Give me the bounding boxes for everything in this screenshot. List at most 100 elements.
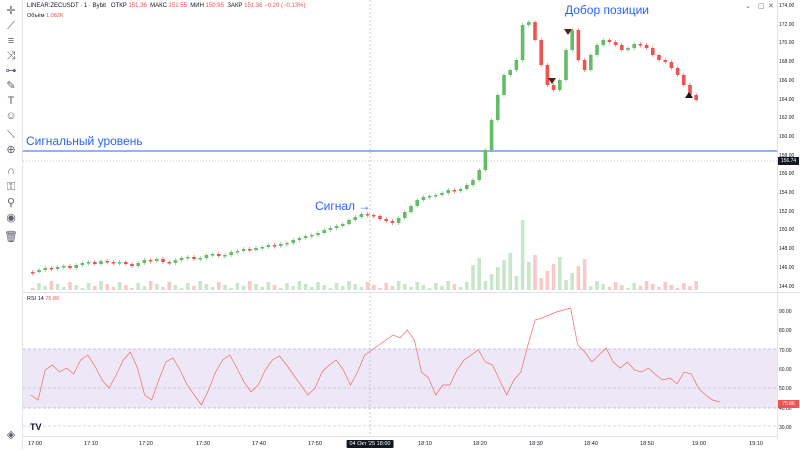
eye-icon[interactable]: ◉ bbox=[6, 212, 16, 224]
add-position-annotation: Добор позиции bbox=[565, 3, 650, 17]
price-tick: 172.00 bbox=[779, 21, 795, 28]
volume-bar bbox=[533, 255, 537, 290]
candle-body bbox=[378, 216, 382, 219]
candle-body bbox=[601, 40, 605, 45]
candle-body bbox=[465, 185, 469, 189]
trash-icon[interactable]: 🗑 bbox=[4, 231, 18, 243]
magnet-icon[interactable]: ∩ bbox=[7, 165, 15, 177]
emoji-icon[interactable]: ☺ bbox=[5, 110, 17, 122]
volume-bar bbox=[359, 287, 364, 290]
volume-bar bbox=[465, 282, 469, 290]
maximize-icon[interactable]: ▢ bbox=[758, 3, 765, 10]
volume-bar bbox=[310, 287, 314, 290]
candle-body bbox=[440, 193, 444, 195]
time-tick: 18:40 bbox=[584, 441, 598, 447]
sell-marker-2 bbox=[564, 29, 572, 35]
volume-legend[interactable]: Объём 1.082K bbox=[27, 13, 64, 19]
candle-body bbox=[589, 55, 593, 70]
candle-body bbox=[651, 48, 655, 55]
volume-label: Объём bbox=[27, 13, 45, 19]
candle-body bbox=[99, 261, 103, 264]
candle-body bbox=[489, 120, 494, 150]
volume-bar bbox=[632, 283, 636, 290]
pane-separator[interactable] bbox=[23, 292, 800, 293]
volume-bar bbox=[285, 283, 289, 290]
candle-body bbox=[533, 22, 537, 40]
text-icon[interactable]: T bbox=[7, 95, 15, 107]
high-label: МАКС bbox=[150, 3, 167, 9]
candle-body bbox=[173, 260, 178, 263]
candle-body bbox=[582, 60, 587, 70]
open-label: ОТКР bbox=[110, 3, 127, 9]
collapse-icon[interactable]: ⌄ bbox=[745, 3, 751, 10]
time-scale[interactable]: 17:00 17:10 17:20 17:30 17:40 17:50 04 Окт '25… bbox=[23, 436, 777, 451]
price-tick: 162.00 bbox=[779, 115, 795, 122]
candle-body bbox=[564, 50, 568, 80]
volume-bar bbox=[558, 257, 562, 290]
volume-bar bbox=[111, 287, 116, 290]
volume-bar bbox=[68, 282, 72, 290]
candle-body bbox=[229, 252, 233, 255]
rsi-tick: 60.00 bbox=[779, 366, 792, 373]
zoom-icon[interactable]: ⊕ bbox=[6, 144, 16, 156]
rsi-legend[interactable]: RSI 14 75.86 bbox=[27, 296, 59, 302]
symbol-name[interactable]: LINEAR:ZECUSDT · 1 · Bybit bbox=[27, 3, 106, 9]
layers-icon[interactable]: ◈ bbox=[6, 429, 16, 441]
candle-body bbox=[545, 65, 550, 85]
candle-body bbox=[558, 80, 562, 90]
candle-body bbox=[477, 170, 481, 180]
price-tick: 154.00 bbox=[779, 190, 795, 196]
volume-bar bbox=[434, 283, 438, 290]
price-scale[interactable]: 174.00 172.00 170.00 168.00 166.00 164.00 162.… bbox=[777, 0, 800, 440]
price-tick: 166.00 bbox=[779, 77, 795, 84]
price-tick: 144.00 bbox=[779, 283, 795, 290]
close-icon[interactable]: ✕ bbox=[768, 3, 774, 10]
crosshair-icon[interactable]: ✛ bbox=[6, 5, 16, 17]
volume-bar bbox=[638, 286, 643, 290]
brush-icon[interactable]: ✎ bbox=[6, 80, 16, 92]
volume-bar bbox=[155, 284, 159, 290]
candle-body bbox=[235, 251, 240, 253]
volume-bar bbox=[303, 284, 308, 290]
volume-bar bbox=[527, 262, 531, 290]
candle-body bbox=[155, 259, 159, 261]
candle-body bbox=[446, 190, 450, 193]
forecast-icon[interactable]: ⊶ bbox=[5, 65, 17, 77]
volume-bar bbox=[328, 288, 333, 290]
volume-bar bbox=[390, 286, 395, 290]
pattern-icon[interactable]: ⤨ bbox=[6, 50, 16, 62]
volume-bar bbox=[148, 281, 153, 290]
volume-bar bbox=[316, 282, 320, 290]
candle-body bbox=[192, 257, 196, 259]
drawing-toolbar: ✛ ⟋ ≡ ⤨ ⊶ ✎ T ☺ ⟍ ⊕ ∩ ⚿ ⚲ ◉ 🗑 ◈ bbox=[0, 0, 23, 450]
candle-body bbox=[74, 265, 78, 268]
fib-icon[interactable]: ≡ bbox=[7, 35, 15, 47]
lock-icon[interactable]: ⚿ bbox=[6, 181, 16, 193]
volume-bar bbox=[582, 259, 587, 290]
candle-body bbox=[68, 266, 72, 268]
volume-bar bbox=[589, 286, 593, 290]
price-tick: 174.00 bbox=[779, 3, 795, 9]
candle-body bbox=[341, 224, 345, 226]
lock-icon[interactable]: ⚲ bbox=[6, 197, 16, 209]
volume-bar bbox=[291, 286, 295, 290]
price-chart[interactable] bbox=[23, 0, 777, 450]
buy-marker bbox=[685, 92, 693, 98]
trend-line-icon[interactable]: ⟋ bbox=[7, 20, 15, 32]
volume-bar bbox=[545, 271, 550, 290]
volume-bar bbox=[105, 284, 109, 290]
candle-body bbox=[93, 262, 97, 264]
volume-bar bbox=[117, 282, 122, 290]
volume-bar bbox=[167, 282, 171, 290]
tradingview-logo: TV bbox=[30, 422, 42, 432]
candle-body bbox=[576, 30, 581, 60]
price-tick: 156.00 bbox=[779, 171, 795, 178]
candle-body bbox=[626, 48, 630, 50]
candle-body bbox=[285, 243, 289, 245]
sell-marker-1 bbox=[548, 78, 556, 84]
ruler-icon[interactable]: ⟍ bbox=[7, 129, 15, 141]
rsi-band bbox=[23, 349, 777, 408]
candle-body bbox=[117, 262, 122, 264]
candle-body bbox=[43, 268, 47, 270]
volume-bar bbox=[675, 288, 680, 290]
